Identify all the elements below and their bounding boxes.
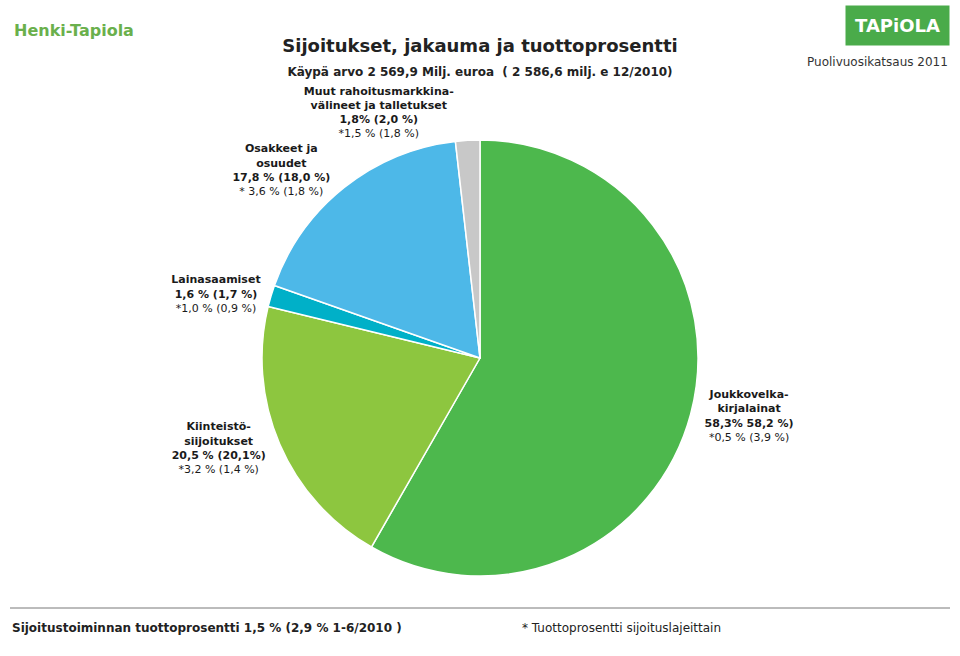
svg-text:TAPiOLA: TAPiOLA: [855, 15, 940, 36]
svg-text:* Tuottoprosentti sijoituslaje: * Tuottoprosentti sijoituslajeittain: [522, 621, 721, 635]
svg-text:Muut rahoitusmarkkina-välineet: Muut rahoitusmarkkina-välineet ja tallet…: [304, 85, 454, 141]
svg-text:Sijoitustoiminnan tuottoprosen: Sijoitustoiminnan tuottoprosentti 1,5 % …: [12, 621, 402, 635]
svg-text:Joukkovelka-kirjalainat58,3% 5: Joukkovelka-kirjalainat58,3% 58,2 %)*0,5…: [705, 388, 794, 444]
svg-text:Henki-Tapiola: Henki-Tapiola: [14, 21, 134, 40]
svg-text:Lainasaamiset1,6 % (1,7 %)*1,0: Lainasaamiset1,6 % (1,7 %)*1,0 % (0,9 %): [171, 273, 260, 315]
svg-text:Kiinteistö-siijoitukset20,5 %: Kiinteistö-siijoitukset20,5 % (20,1%)*3,…: [172, 420, 266, 476]
svg-text:Puolivuosikatsaus 2011: Puolivuosikatsaus 2011: [807, 55, 948, 69]
svg-text:Sijoitukset, jakauma ja tuotto: Sijoitukset, jakauma ja tuottoprosenttiK…: [282, 35, 677, 78]
svg-text:Osakkeet jaosuudet17,8 % (18,0: Osakkeet jaosuudet17,8 % (18,0 %)* 3,6 %…: [232, 142, 330, 198]
